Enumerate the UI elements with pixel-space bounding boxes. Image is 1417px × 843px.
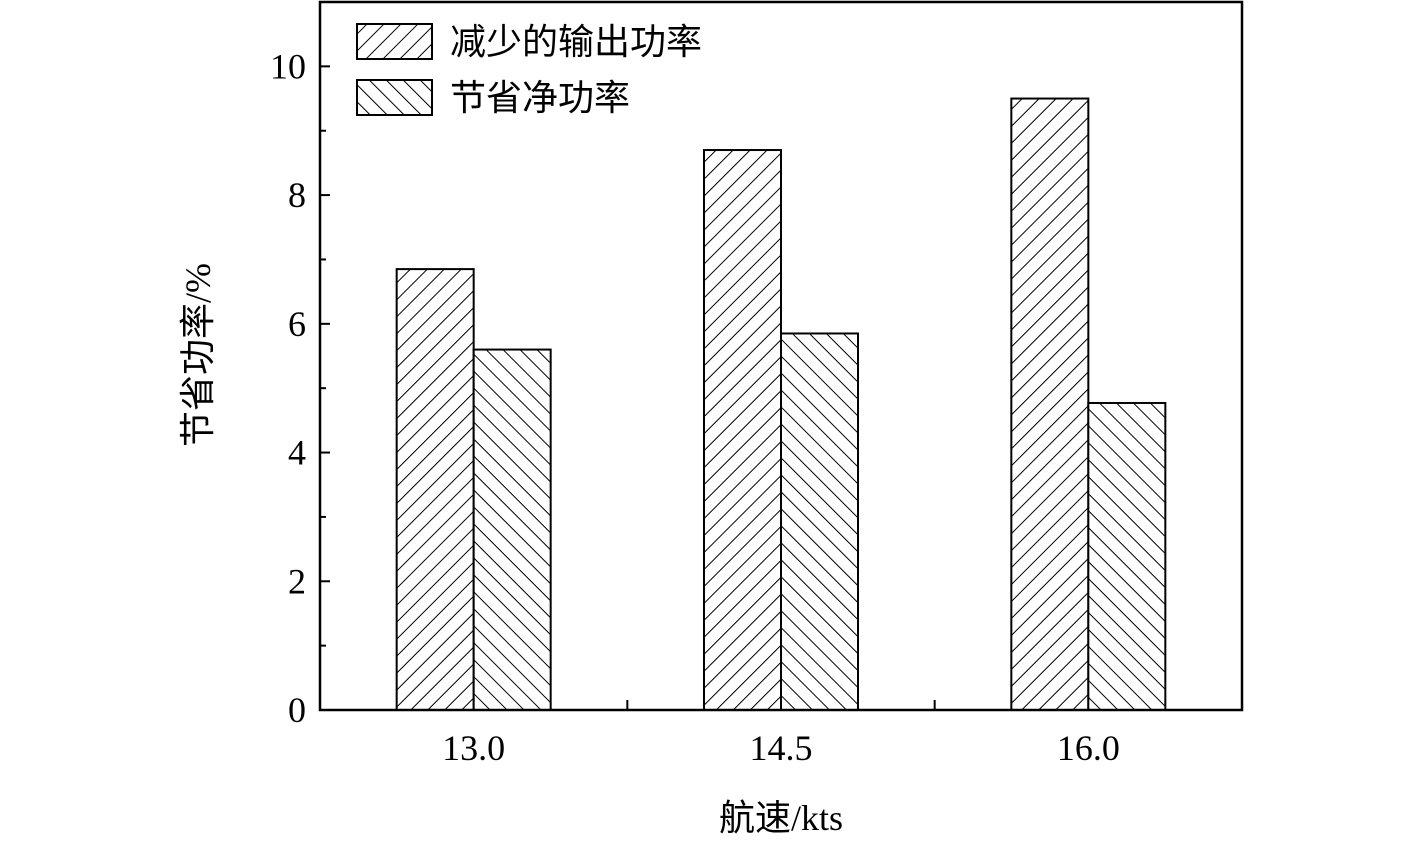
bar-series-0-cat-1 bbox=[703, 149, 782, 711]
y-tick-label: 0 bbox=[288, 690, 306, 730]
y-tick-label: 10 bbox=[270, 46, 306, 86]
legend-label-series-1: 节省净功率 bbox=[450, 78, 630, 118]
axes-group bbox=[318, 0, 1244, 712]
x-tick-label: 13.0 bbox=[442, 728, 505, 768]
ticks-group: 0 2 4 6 8 10 13.0 14.5 16.0 bbox=[270, 46, 1120, 768]
bar-series-0-cat-0 bbox=[395, 268, 475, 711]
legend-label-series-0: 减少的输出功率 bbox=[450, 22, 702, 62]
legend: 减少的输出功率 节省净功率 bbox=[356, 22, 702, 118]
bars-group bbox=[395, 97, 1167, 711]
x-tick-label: 16.0 bbox=[1057, 728, 1120, 768]
bar-series-1-cat-1 bbox=[780, 332, 859, 711]
bar-series-1-cat-2 bbox=[1087, 401, 1167, 711]
y-tick-label: 8 bbox=[288, 175, 306, 215]
x-axis-title: 航速/kts bbox=[719, 798, 843, 838]
y-tick-label: 2 bbox=[288, 561, 306, 601]
bar-series-0-cat-2 bbox=[1010, 97, 1090, 711]
y-tick-label: 6 bbox=[288, 304, 306, 344]
bar-series-1-cat-0 bbox=[472, 348, 552, 711]
y-axis-title: 节省功率/% bbox=[178, 263, 218, 447]
legend-swatch-series-0 bbox=[356, 23, 433, 60]
plot-frame bbox=[318, 0, 1244, 712]
legend-swatch-series-1 bbox=[356, 79, 433, 116]
y-tick-label: 4 bbox=[288, 433, 306, 473]
x-tick-label: 14.5 bbox=[750, 728, 813, 768]
